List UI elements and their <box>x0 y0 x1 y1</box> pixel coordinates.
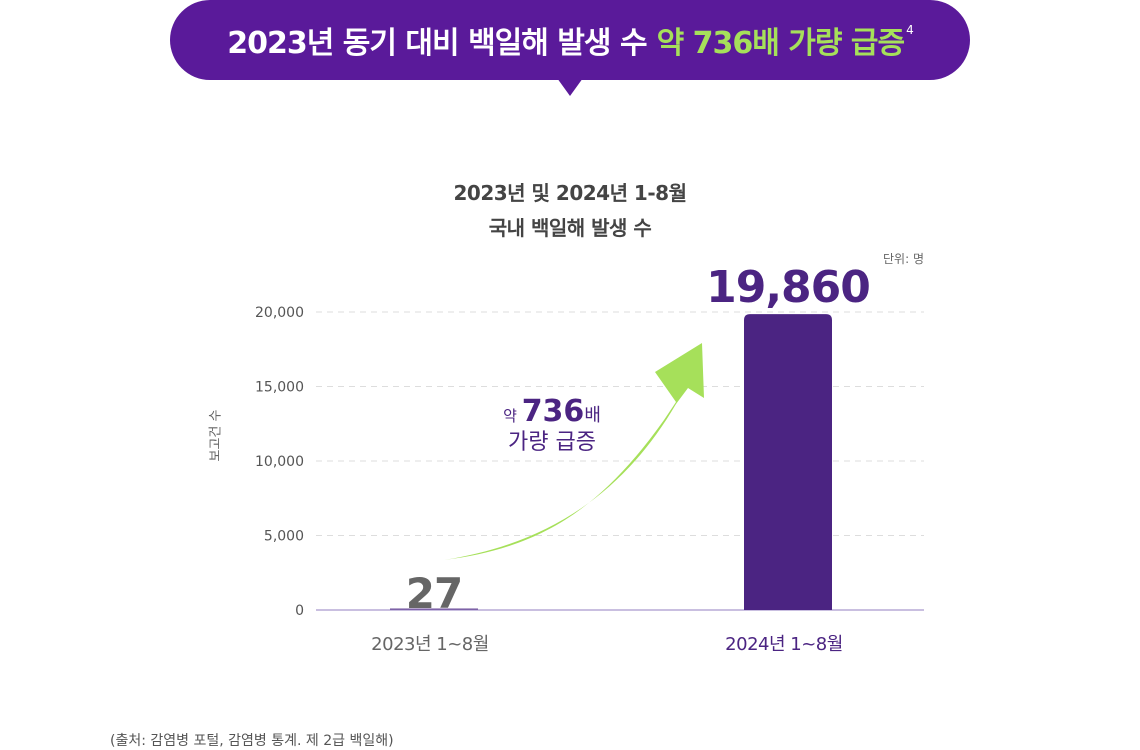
growth-annotation-line1: 약 736배 <box>503 394 601 429</box>
growth-annotation-line2: 가량 급증 <box>508 430 596 455</box>
chart-title-line2: 국내 백일해 발생 수 <box>488 216 652 240</box>
headline-banner: 2023년 동기 대비 백일해 발생 수 약 736배 가량 급증 4 <box>170 0 970 80</box>
y-tick-label: 15,000 <box>255 380 304 396</box>
chart-title-line1: 2023년 및 2024년 1-8월 <box>453 181 687 205</box>
headline-highlight-text: 약 736배 가량 급증 <box>656 26 906 61</box>
y-tick-label: 20,000 <box>255 305 304 321</box>
headline-main-text: 2023년 동기 대비 백일해 발생 수 <box>227 26 647 61</box>
chart-title: 2023년 및 2024년 1-8월 국내 백일해 발생 수 <box>370 176 770 246</box>
y-tick-label: 10,000 <box>255 454 304 470</box>
y-tick-label: 0 <box>295 603 304 619</box>
unit-label: 단위: 명 <box>883 252 924 266</box>
bar <box>744 314 832 610</box>
bar-value-label: 19,860 <box>706 262 870 313</box>
growth-arrow <box>444 343 704 560</box>
bar <box>390 608 478 610</box>
x-category-label: 2024년 1~8월 <box>725 634 843 655</box>
source-note: (출처: 감염병 포털, 감염병 통계. 제 2급 백일해) <box>110 733 394 749</box>
y-tick-label: 5,000 <box>264 529 304 545</box>
headline-footnote: 4 <box>906 23 914 37</box>
x-category-label: 2023년 1~8월 <box>371 634 489 655</box>
banner-pointer <box>557 78 583 96</box>
bar-value-label: 27 <box>406 569 462 618</box>
